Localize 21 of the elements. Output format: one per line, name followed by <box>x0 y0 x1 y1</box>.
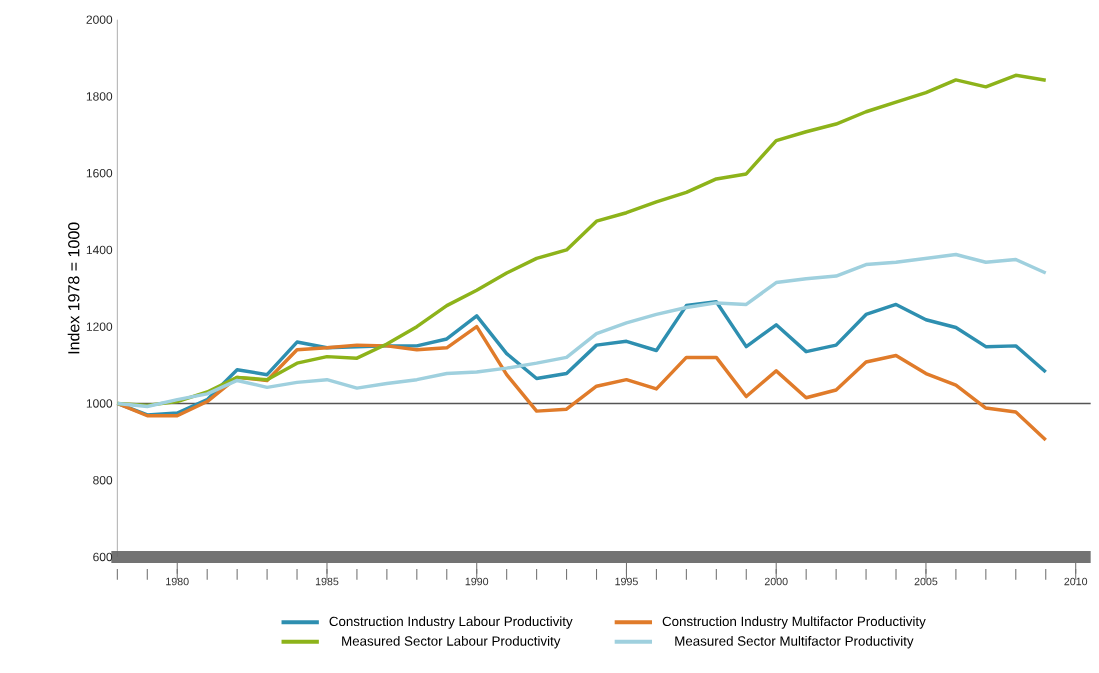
y-tick-label: 2000 <box>86 15 113 24</box>
legend-label: Construction Industry Labour Productivity <box>329 616 573 629</box>
y-tick-label: 1200 <box>86 322 113 331</box>
x-tick-label: 2005 <box>914 577 938 586</box>
y-tick-label: 800 <box>93 475 113 485</box>
y-tick-label: 1600 <box>86 168 113 178</box>
x-tick-label: 1985 <box>315 577 339 586</box>
y-axis-title: Index 1978 = 1000 <box>67 222 80 354</box>
legend-label: Construction Industry Multifactor Productivity <box>662 616 926 629</box>
line-series <box>115 324 1048 442</box>
x-tick-label: 2010 <box>1064 577 1088 586</box>
x-tick-label: 1995 <box>615 577 638 586</box>
y-tick-label: 1400 <box>86 245 113 255</box>
y-tick-label: 600 <box>93 552 113 562</box>
x-tick-label: 1990 <box>465 577 489 586</box>
y-tick-label: 1000 <box>86 399 113 408</box>
x-tick-label: 1980 <box>166 577 189 586</box>
x-tick-label: 2000 <box>764 577 788 586</box>
legend-label: Measured Sector Multifactor Productivity <box>675 635 914 649</box>
legend-label: Measured Sector Labour Productivity <box>342 635 561 649</box>
y-tick-label: 1800 <box>86 92 113 101</box>
